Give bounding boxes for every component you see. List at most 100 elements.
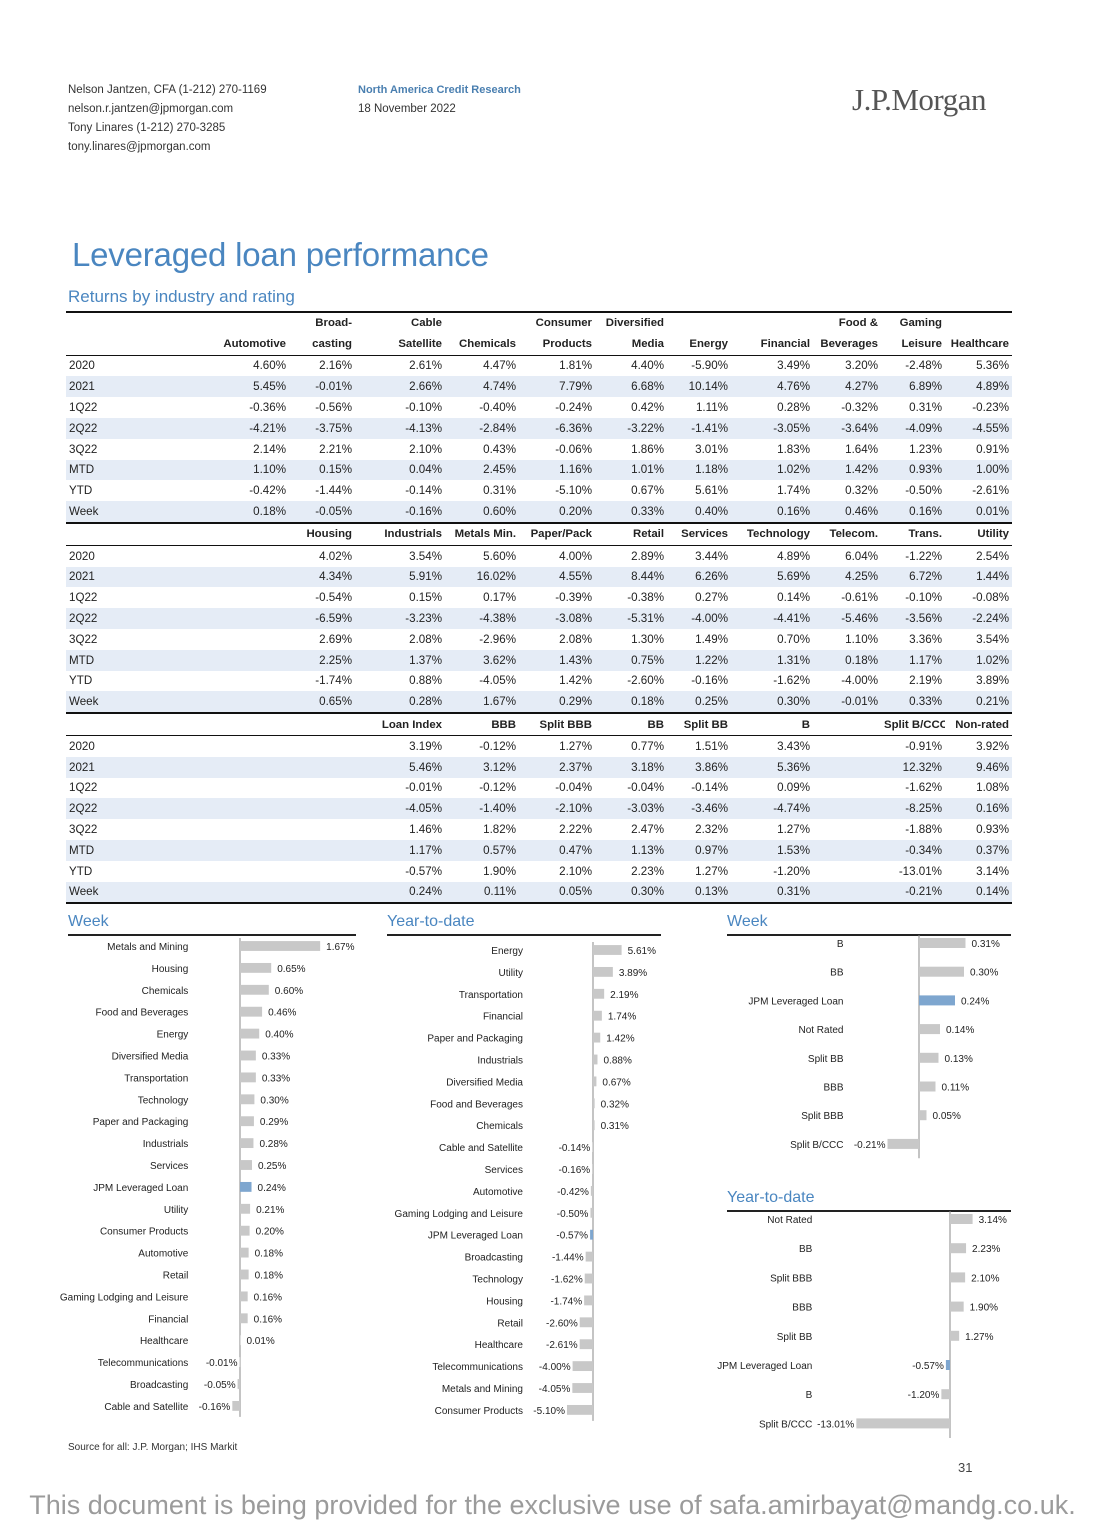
bar	[919, 1052, 939, 1063]
table-cell: -0.42%	[249, 484, 286, 498]
bar	[584, 1295, 593, 1306]
table-cell: -3.05%	[731, 417, 813, 439]
table-row: 2020 4.02% 3.54% 5.60% 4.00% 2.89% 3.44% 4.89% 6…	[66, 545, 1012, 566]
table-cell: 4.60%	[253, 359, 286, 373]
table-cell: 0.57%	[445, 839, 519, 861]
table-cell	[146, 587, 289, 608]
category-label: Broadcasting	[130, 1380, 188, 1391]
bar	[240, 1335, 241, 1346]
table-cell: 3.20%	[845, 359, 878, 373]
table-cell	[813, 778, 881, 799]
table-cell: 4.27%	[813, 376, 881, 398]
table-cell: -0.08%	[972, 591, 1009, 605]
column-header: Industrials	[355, 521, 445, 546]
table-cell: -2.96%	[479, 632, 516, 646]
category-label: Industrials	[477, 1056, 523, 1067]
category-label: Metals and Mining	[107, 942, 188, 953]
row-label: 3Q22	[69, 442, 98, 456]
table-cell	[813, 881, 881, 905]
bar	[239, 1357, 241, 1368]
author-email[interactable]: tony.linares@jpmorgan.com	[68, 141, 211, 153]
week-rating-chart: Week B 0.31% BB 0.30% JPM Leveraged Loan 0.24…	[727, 913, 1017, 1168]
value-label: 0.88%	[603, 1056, 631, 1067]
author-email[interactable]: nelson.r.jantzen@jpmorgan.com	[68, 103, 234, 115]
table-cell: 1.82%	[483, 823, 516, 837]
table-cell: 1.31%	[731, 649, 813, 671]
table-cell: -0.21%	[881, 881, 945, 905]
table-row: 3Q22 2.14% 2.21% 2.10% 0.43% -0.06% 1.86% 3.01%…	[66, 439, 1012, 460]
value-label: 0.20%	[256, 1227, 284, 1238]
table-cell: -0.23%	[972, 401, 1009, 415]
table-cell	[146, 691, 289, 714]
table-cell: 1.00%	[945, 459, 1012, 481]
table-cell: -1.40%	[445, 798, 519, 820]
bar	[919, 966, 964, 977]
bar	[240, 1269, 249, 1280]
table-cell: -1.88%	[905, 823, 942, 837]
table-cell: -4.55%	[945, 417, 1012, 439]
table-row: 3Q22 1.46% 1.82% 2.22% 2.47% 2.32% 1.27% -1.88%…	[66, 819, 1012, 840]
table-cell: 2.10%	[559, 864, 592, 878]
table-cell: -0.39%	[555, 591, 592, 605]
table-row: YTD -0.42% -1.44% -0.14% 0.31% -5.10% 0.67% 5.6…	[66, 480, 1012, 501]
column-header: Retail	[595, 521, 667, 546]
table-cell: 0.65%	[289, 691, 355, 714]
table-header-row: Loan Index BBB Split BBB BB Split BB B Split B…	[66, 712, 1012, 736]
table-cell: 4.55%	[519, 566, 595, 588]
value-label: 0.31%	[972, 939, 1000, 950]
column-header: Beverages	[813, 333, 881, 356]
table-cell: 1.90%	[483, 864, 516, 878]
table-cell	[146, 861, 289, 882]
column-header	[66, 311, 146, 334]
value-label: -0.16%	[558, 1165, 590, 1176]
table-cell: 1.42%	[559, 674, 592, 688]
table-cell: 3.89%	[976, 674, 1009, 688]
value-label: 3.14%	[979, 1215, 1007, 1226]
table-cell: -0.34%	[881, 839, 945, 861]
category-label: Cable and Satellite	[104, 1402, 188, 1413]
table-cell: 5.36%	[976, 359, 1009, 373]
table-cell: 5.69%	[731, 566, 813, 588]
column-header: BBB	[445, 712, 519, 736]
table-cell: 2.08%	[409, 632, 442, 646]
bar	[919, 1110, 927, 1121]
table-cell: -0.10%	[905, 591, 942, 605]
category-label: Split B/CCC	[790, 1140, 843, 1151]
row-label: 2021	[66, 566, 146, 588]
table-cell: 5.45%	[146, 376, 289, 398]
category-label: Metals and Mining	[442, 1384, 523, 1395]
category-label: Split BBB	[801, 1111, 844, 1122]
value-label: 0.01%	[246, 1336, 274, 1347]
table-cell: -3.56%	[881, 608, 945, 629]
column-header: Technology	[731, 521, 813, 546]
table-cell: 0.93%	[881, 459, 945, 481]
table-cell: 0.31%	[909, 401, 942, 415]
category-label: Paper and Packaging	[93, 1117, 189, 1128]
table-cell: 3.12%	[445, 756, 519, 778]
table-row: 2021 4.34% 5.91% 16.02% 4.55% 8.44% 6.26% 5.69%…	[66, 566, 1012, 588]
row-label: 3Q22	[69, 823, 98, 837]
row-label: 2020	[69, 549, 95, 563]
column-header: BB	[595, 712, 667, 736]
table-cell: -0.50%	[905, 484, 942, 498]
category-label: Broadcasting	[465, 1253, 523, 1264]
bar	[593, 1076, 597, 1087]
table-cell	[289, 735, 355, 756]
table-cell: 4.47%	[483, 359, 516, 373]
value-label: -1.44%	[552, 1253, 584, 1264]
table-cell: -0.36%	[249, 401, 286, 415]
value-label: 0.24%	[961, 996, 989, 1007]
value-label: -5.10%	[533, 1406, 565, 1417]
table-cell	[146, 756, 289, 778]
table-cell: 3.54%	[409, 549, 442, 563]
bar	[572, 1383, 593, 1393]
table-cell: 0.17%	[483, 591, 516, 605]
table-cell: 0.37%	[945, 839, 1012, 861]
table-cell: 2.25%	[289, 649, 355, 671]
column-header: B	[731, 712, 813, 736]
value-label: -0.14%	[559, 1143, 591, 1154]
table-cell: -1.62%	[773, 674, 810, 688]
table-row: Week 0.65% 0.28% 1.67% 0.29% 0.18% 0.25% 0.30% -…	[66, 691, 1012, 714]
value-label: 0.05%	[933, 1111, 961, 1122]
table-cell: 0.28%	[777, 401, 810, 415]
